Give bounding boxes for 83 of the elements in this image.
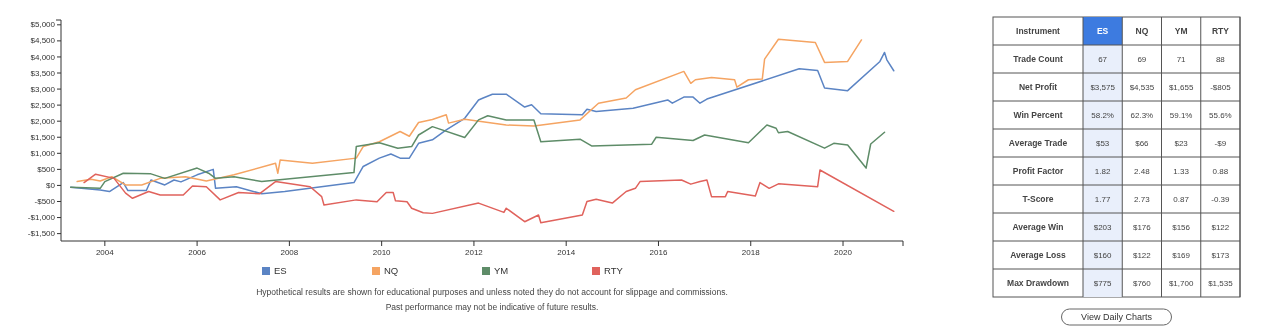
text: 67 [1098, 54, 1108, 64]
y-tick-label: $500 [37, 164, 56, 174]
text: $160 [1093, 250, 1112, 260]
category-label: Profit Factor [1012, 165, 1064, 176]
line-series [83, 169, 895, 224]
text: 1.82 [1094, 166, 1111, 176]
y-tick-label: $4,500 [30, 36, 56, 46]
text: Instrument [1016, 25, 1061, 36]
category-label: ES [1096, 25, 1109, 36]
x-tick-label: 2004 [95, 248, 115, 257]
text: $156 [1172, 222, 1191, 232]
text: $169 [1172, 250, 1191, 260]
text: 59.1% [1169, 110, 1193, 120]
text: $122 [1132, 250, 1151, 260]
text: $1,535 [1208, 278, 1233, 288]
y-tick-label: $1,000 [30, 148, 56, 158]
x-tick-label: 2012 [465, 248, 484, 257]
text: 88 [1215, 54, 1225, 64]
text: 0.87 [1173, 194, 1189, 204]
category-label: Net Profit [1018, 81, 1058, 92]
text: $66 [1135, 138, 1149, 148]
text: $4,535 [1129, 82, 1155, 92]
text: 69 [1137, 54, 1147, 64]
category-label: Average Win [1012, 221, 1064, 232]
text: 62.3% [1130, 110, 1154, 120]
text: $1,655 [1168, 82, 1194, 92]
x-tick-label: 2008 [280, 248, 299, 257]
text: $203 [1093, 222, 1112, 232]
text: 71 [1176, 54, 1186, 64]
text: $53 [1095, 138, 1110, 148]
category-label: Win Percent [1013, 109, 1063, 120]
text: -0.39 [1211, 194, 1230, 204]
legend-label: ES [274, 265, 287, 277]
category-label: Average Loss [1010, 249, 1066, 260]
x-tick-label: 2014 [557, 248, 576, 257]
text: $173 [1211, 250, 1230, 260]
y-tick-label: -$500 [34, 197, 56, 207]
category-label: Max Drawdown [1007, 277, 1069, 288]
y-tick-label: -$1,500 [27, 229, 56, 239]
text: Past performance may not be indicative of future results. [385, 302, 599, 312]
x-tick-label: 2006 [188, 248, 207, 257]
text: $1,700 [1168, 278, 1194, 288]
y-tick-label: $4,000 [30, 52, 56, 62]
x-tick-label: 2020 [834, 248, 853, 257]
category-label: YM [1174, 25, 1188, 36]
text: $775 [1093, 278, 1112, 288]
category-label: RTY [1211, 25, 1230, 36]
line-series [69, 114, 886, 190]
text: -$805 [1210, 82, 1231, 92]
text: 2.48 [1134, 166, 1150, 176]
text: $760 [1132, 278, 1151, 288]
text: 0.88 [1212, 166, 1229, 176]
legend-label: YM [494, 265, 509, 277]
y-tick-label: $3,000 [30, 84, 56, 94]
text: -$9 [1214, 138, 1227, 148]
text: 55.6% [1209, 110, 1232, 120]
category-label: NQ [1135, 25, 1149, 36]
text: $122 [1211, 222, 1230, 232]
legend-label: RTY [604, 265, 624, 277]
y-tick-label: $1,500 [30, 132, 56, 142]
text: 1.33 [1173, 166, 1189, 176]
button: View Daily Charts [1061, 308, 1172, 326]
text: 1.77 [1094, 194, 1111, 204]
legend-label: NQ [384, 265, 399, 277]
text: $176 [1132, 222, 1151, 232]
line-series [76, 38, 863, 186]
text: $3,575 [1090, 82, 1115, 92]
x-tick-label: 2010 [372, 248, 392, 257]
y-tick-label: $5,000 [30, 20, 56, 30]
text: Hypothetical results are shown for educational purposes and unless noted they do not account for slippage and commissions. [256, 287, 728, 297]
text: $23 [1174, 138, 1188, 148]
y-tick-label: $0 [46, 180, 56, 190]
text: 58.2% [1091, 110, 1114, 120]
x-tick-label: 2018 [741, 248, 761, 257]
y-tick-label: -$1,000 [27, 213, 56, 223]
x-tick-label: 2016 [649, 248, 668, 257]
category-label: T-Score [1022, 193, 1054, 204]
y-tick-label: $2,000 [30, 116, 56, 126]
y-tick-label: $3,500 [30, 68, 56, 78]
category-label: Average Trade [1008, 137, 1068, 148]
category-label: Trade Count [1013, 53, 1063, 64]
text: 2.73 [1134, 194, 1150, 204]
y-tick-label: $2,500 [30, 100, 56, 110]
